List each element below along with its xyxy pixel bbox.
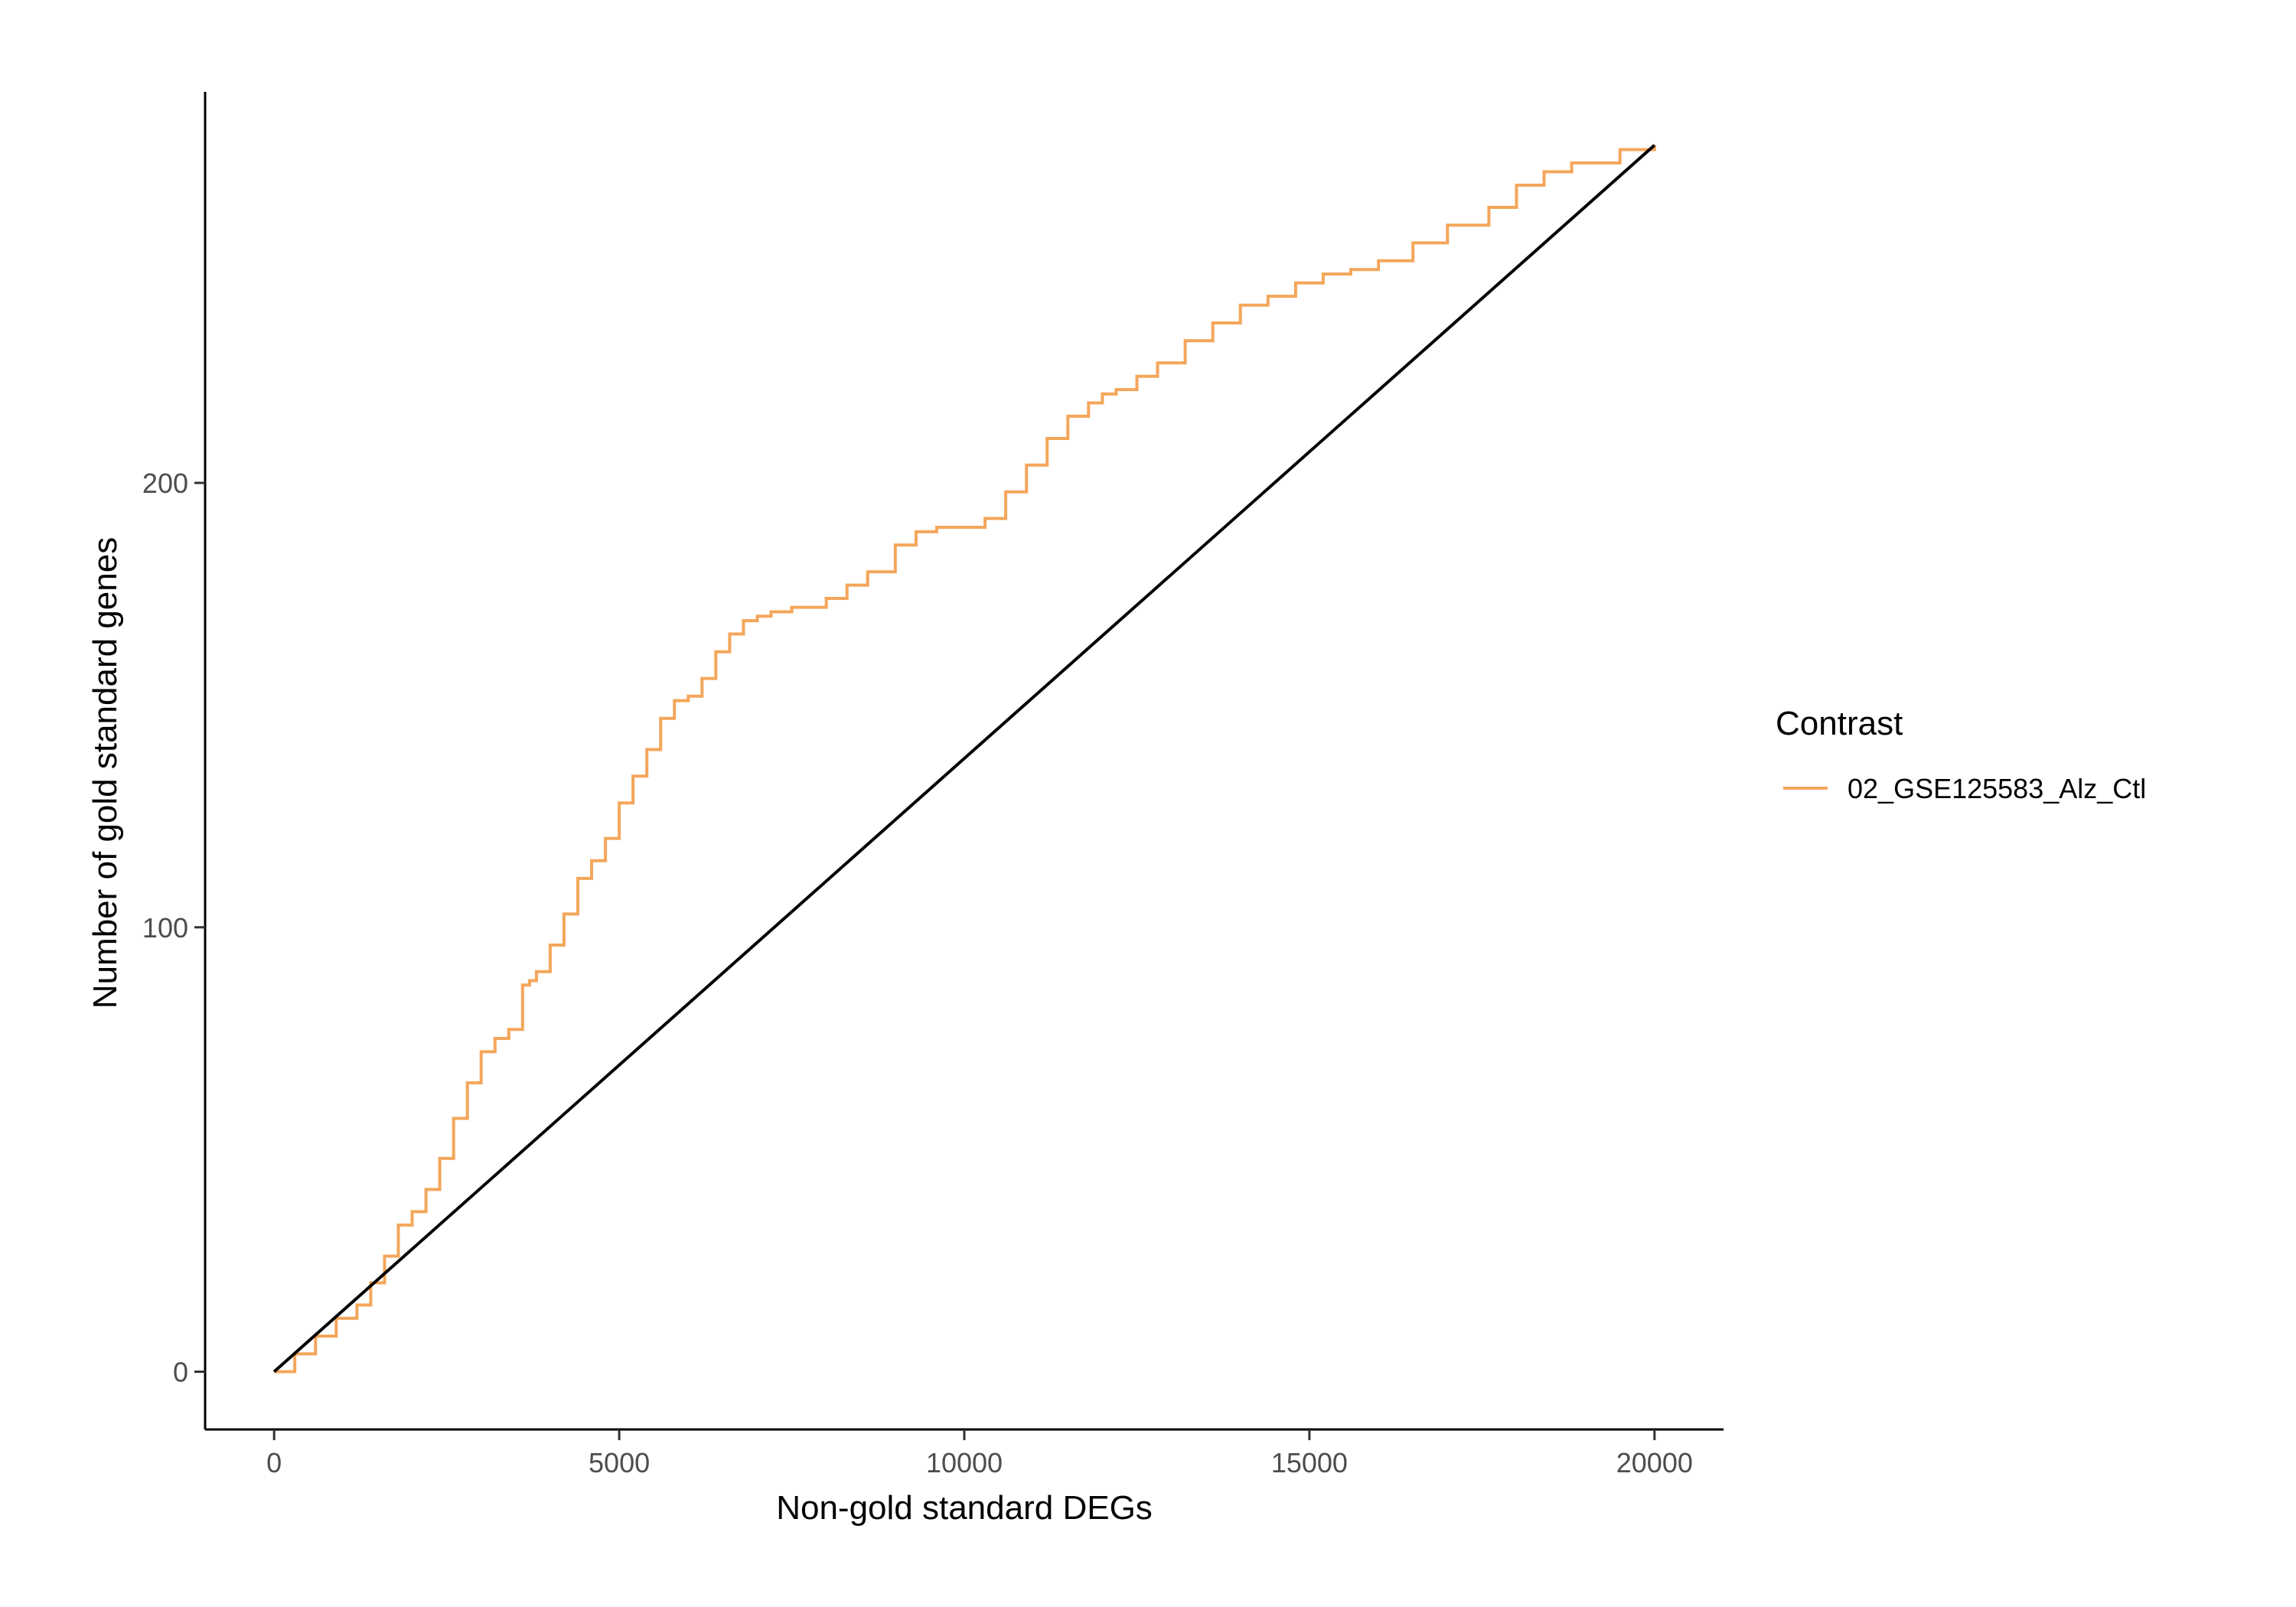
x-tick-label: 15000 <box>1271 1447 1348 1478</box>
series-line-0 <box>274 145 1656 1374</box>
y-axis-title: Number of gold standard genes <box>86 537 124 1009</box>
legend-label: 02_GSE125583_Alz_Ctl <box>1848 773 2146 804</box>
x-tick-label: 20000 <box>1616 1447 1693 1478</box>
legend: Contrast 02_GSE125583_Alz_Ctl <box>1776 705 2146 804</box>
plot-area <box>272 144 1656 1374</box>
x-tick-label: 10000 <box>926 1447 1003 1478</box>
x-axis-title: Non-gold standard DEGs <box>776 1489 1153 1527</box>
legend-title: Contrast <box>1776 705 1903 742</box>
x-tick-label: 5000 <box>589 1447 650 1478</box>
axes: 0 5000 10000 15000 20000 0 100 200 <box>142 92 1724 1478</box>
y-tick-label: 200 <box>142 468 188 499</box>
x-tick-label: 0 <box>266 1447 282 1478</box>
y-tick-label: 0 <box>173 1357 188 1388</box>
reference-diagonal-line <box>272 144 1656 1373</box>
y-tick-label: 100 <box>142 912 188 944</box>
